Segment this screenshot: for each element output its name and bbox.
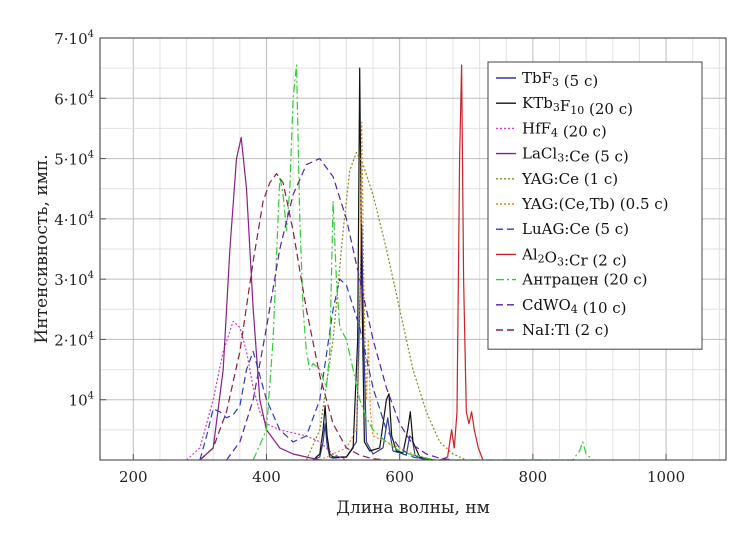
- legend-entry: YAG:Ce (1 c): [521, 170, 618, 188]
- legend-box: [487, 61, 703, 350]
- plot-frame: [99, 37, 727, 461]
- series-layer: [186, 64, 594, 461]
- legend-entry: HfF4 (20 c): [522, 119, 607, 140]
- legend-entry: Al2O3:Cr (2 c): [521, 245, 627, 269]
- y-tick-label: 5·104: [54, 150, 94, 169]
- legend-entry: KTb3F10 (20 c): [522, 94, 633, 118]
- x-axis-ticks: 200 400 600 800 1000: [119, 454, 685, 486]
- y-tick-label: 104: [69, 391, 94, 410]
- series-line-1: [312, 224, 434, 461]
- legend-entry: LuAG:Ce (5 c): [522, 220, 629, 238]
- x-tick-label: 800: [519, 468, 548, 486]
- y-tick-label: 4·104: [54, 210, 94, 229]
- y-tick-label: 7·104: [54, 29, 94, 48]
- y-axis-ticks: 104 2·104 3·104 4·104 5·104 6·104 7·104: [54, 29, 106, 410]
- series-line-9: [252, 64, 594, 461]
- legend-entry: Антрацен (20 c): [522, 271, 647, 289]
- y-axis-title: Интенсивность, имп.: [32, 154, 52, 343]
- series-line-10: [226, 158, 454, 461]
- y-tick-label: 6·104: [54, 89, 94, 108]
- series-line-11: [199, 173, 387, 461]
- series-line-4: [199, 136, 320, 461]
- y-tick-label: 3·104: [54, 270, 94, 289]
- legend-entry: TbF3 (5 c): [522, 69, 598, 90]
- legend-entry: CdWO4 (10 c): [522, 296, 627, 317]
- legend: TbF3 (5 c) KTb3F10 (20 c)HfF4 (20 c) LaCl3…: [487, 61, 703, 350]
- x-tick-label: 200: [119, 468, 148, 486]
- series-line-3: [186, 320, 347, 461]
- x-tick-label: 400: [252, 468, 281, 486]
- series-line-6: [319, 121, 434, 461]
- series-line-7: [199, 278, 427, 461]
- legend-entry: LaCl3:Ce (5 c): [522, 145, 629, 166]
- x-tick-label: 1000: [647, 468, 685, 486]
- legend-entry: YAG:(Ce,Tb) (0.5 c): [521, 195, 669, 213]
- series-line-5: [305, 151, 467, 461]
- legend-entry: NaI:Tl (2 c): [522, 321, 609, 339]
- x-tick-label: 600: [385, 468, 414, 486]
- series-line-2: [312, 67, 434, 461]
- series-line-8: [439, 64, 484, 461]
- y-tick-label: 2·104: [54, 330, 94, 349]
- x-axis-title: Длина волны, нм: [336, 498, 490, 518]
